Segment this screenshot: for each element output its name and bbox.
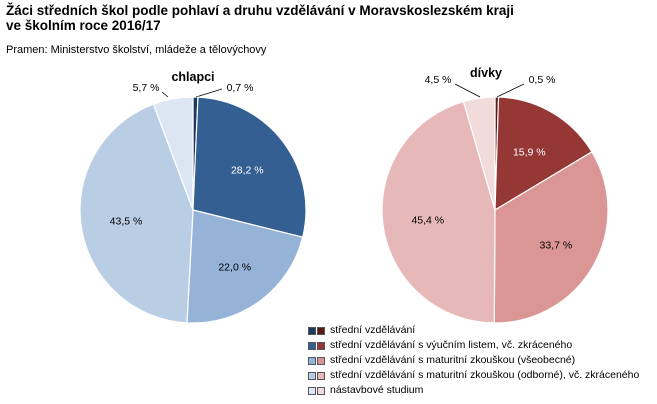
legend-swatch-girls [317, 356, 325, 365]
data-label: 28,2 % [231, 164, 264, 176]
data-label: 15,9 % [513, 147, 546, 159]
pie-title-boys: chlapci [171, 70, 214, 84]
pie-slice-boys-4 [152, 96, 194, 211]
data-label: 0,7 % [227, 82, 254, 94]
legend-label: střední vzdělávání s maturitní zkouškou … [330, 354, 576, 366]
legend-label: střední vzdělávání s maturitní zkouškou … [330, 369, 640, 381]
legend-item: střední vzdělávání s maturitní zkouškou … [308, 353, 639, 368]
leader-line [454, 83, 481, 98]
legend-label: střední vzdělávání s výučním listem, vč.… [330, 339, 573, 351]
legend-swatch-boys [308, 371, 316, 380]
pie-title-girls: dívky [470, 66, 502, 80]
legend-label: nástavbové studium [330, 384, 424, 396]
chart-title-line-2: ve školním roce 2016/17 [6, 18, 161, 33]
pie-slice-girls-1 [494, 96, 593, 212]
pie-slice-boys-3 [79, 103, 194, 324]
pie-slice-girls-3 [381, 100, 496, 324]
pie-slice-boys-1 [192, 96, 307, 238]
data-label: 0,5 % [529, 74, 556, 86]
data-label: 5,7 % [133, 82, 160, 94]
legend-item: střední vzdělávání [308, 323, 639, 338]
legend-label: střední vzdělávání [330, 324, 416, 336]
legend-swatch-boys [308, 341, 316, 350]
chart-title: Žáci středních škol podle pohlaví a druh… [6, 3, 646, 33]
source-note: Pramen: Ministerstvo školství, mládeže a… [6, 44, 267, 56]
legend-item: střední vzdělávání s maturitní zkouškou … [308, 368, 639, 383]
legend-swatch-boys [308, 386, 316, 395]
legend-item: střední vzdělávání s výučním listem, vč.… [308, 338, 639, 353]
legend: střední vzdělávání střední vzdělávání s v… [308, 323, 639, 398]
pie-slice-girls-4 [462, 96, 496, 211]
data-label: 22,0 % [218, 261, 251, 273]
data-label: 4,5 % [425, 74, 452, 86]
legend-swatch-boys [308, 326, 316, 335]
legend-swatch-boys [308, 356, 316, 365]
data-label: 45,4 % [411, 214, 444, 226]
legend-swatch-girls [317, 371, 325, 380]
pie-slice-girls-2 [493, 151, 609, 324]
legend-swatch-girls [317, 386, 325, 395]
legend-swatch-girls [317, 341, 325, 350]
leader-line [496, 83, 525, 98]
data-label: 43,5 % [110, 215, 143, 227]
legend-swatch-girls [317, 326, 325, 335]
legend-item: nástavbové studium [308, 383, 639, 398]
chart-title-line-1: Žáci středních škol podle pohlaví a druh… [6, 3, 514, 18]
leader-line [195, 88, 223, 98]
pie-slice-boys-2 [186, 209, 304, 324]
leader-line [161, 91, 169, 98]
data-label: 33,7 % [540, 240, 573, 252]
